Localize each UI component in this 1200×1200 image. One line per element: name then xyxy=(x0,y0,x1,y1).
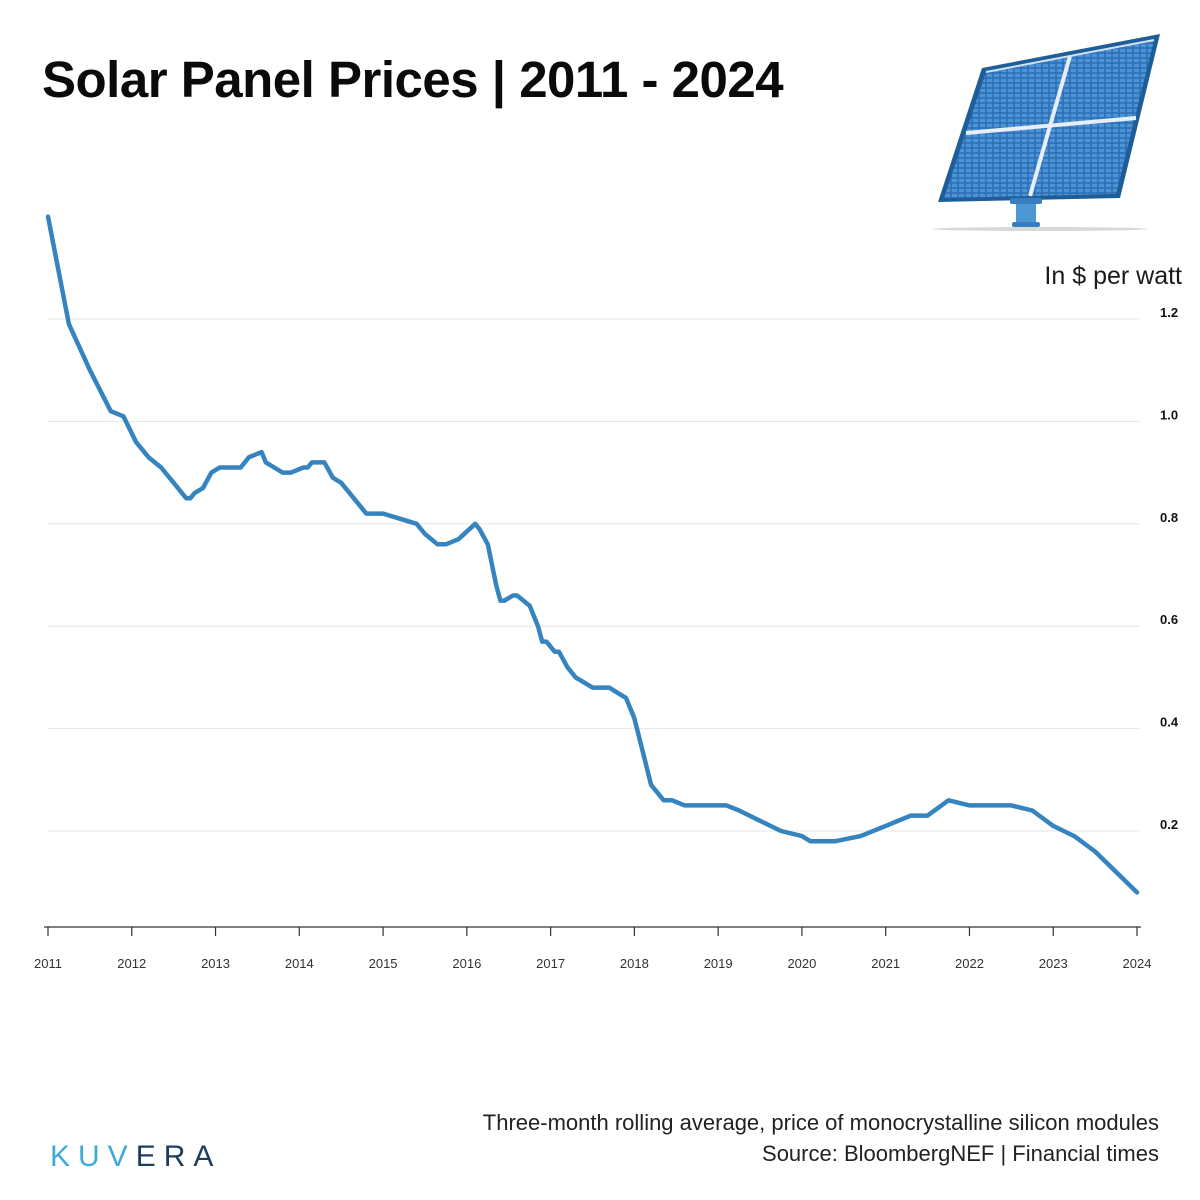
y-tick-label: 1.0 xyxy=(1160,407,1178,422)
x-tick-label: 2019 xyxy=(704,956,733,971)
x-tick-label: 2017 xyxy=(536,956,565,971)
x-tick-label: 2011 xyxy=(34,956,62,971)
x-tick-label: 2021 xyxy=(871,956,900,971)
x-tick-label: 2015 xyxy=(369,956,398,971)
y-tick-label: 0.4 xyxy=(1160,715,1179,730)
brand-logo: KUV ERA xyxy=(50,1140,221,1174)
x-tick-label: 2024 xyxy=(1123,956,1152,971)
y-tick-label: 0.8 xyxy=(1160,510,1178,525)
x-tick-label: 2023 xyxy=(1039,956,1068,971)
y-tick-label: 1.2 xyxy=(1160,305,1178,320)
y-tick-label: 0.2 xyxy=(1160,817,1178,832)
x-tick-label: 2016 xyxy=(452,956,481,971)
x-tick-label: 2020 xyxy=(787,956,816,971)
solar-panel-icon xyxy=(932,34,1160,231)
x-tick-label: 2014 xyxy=(285,956,314,971)
x-tick-label: 2022 xyxy=(955,956,984,971)
y-tick-label: 0.6 xyxy=(1160,612,1178,627)
x-tick-label: 2013 xyxy=(201,956,230,971)
brand-logo-part1: KUV xyxy=(50,1140,136,1173)
x-tick-label: 2018 xyxy=(620,956,649,971)
chart-source: Source: BloombergNEF | Financial times xyxy=(762,1141,1159,1166)
x-tick-label: 2012 xyxy=(117,956,146,971)
brand-logo-part2: ERA xyxy=(135,1140,222,1173)
series-line xyxy=(45,214,1140,895)
chart-title: Solar Panel Prices | 2011 - 2024 xyxy=(42,51,784,108)
chart-footnote: Three-month rolling average, price of mo… xyxy=(482,1110,1159,1135)
y-axis-unit-label: In $ per watt xyxy=(1044,262,1182,290)
